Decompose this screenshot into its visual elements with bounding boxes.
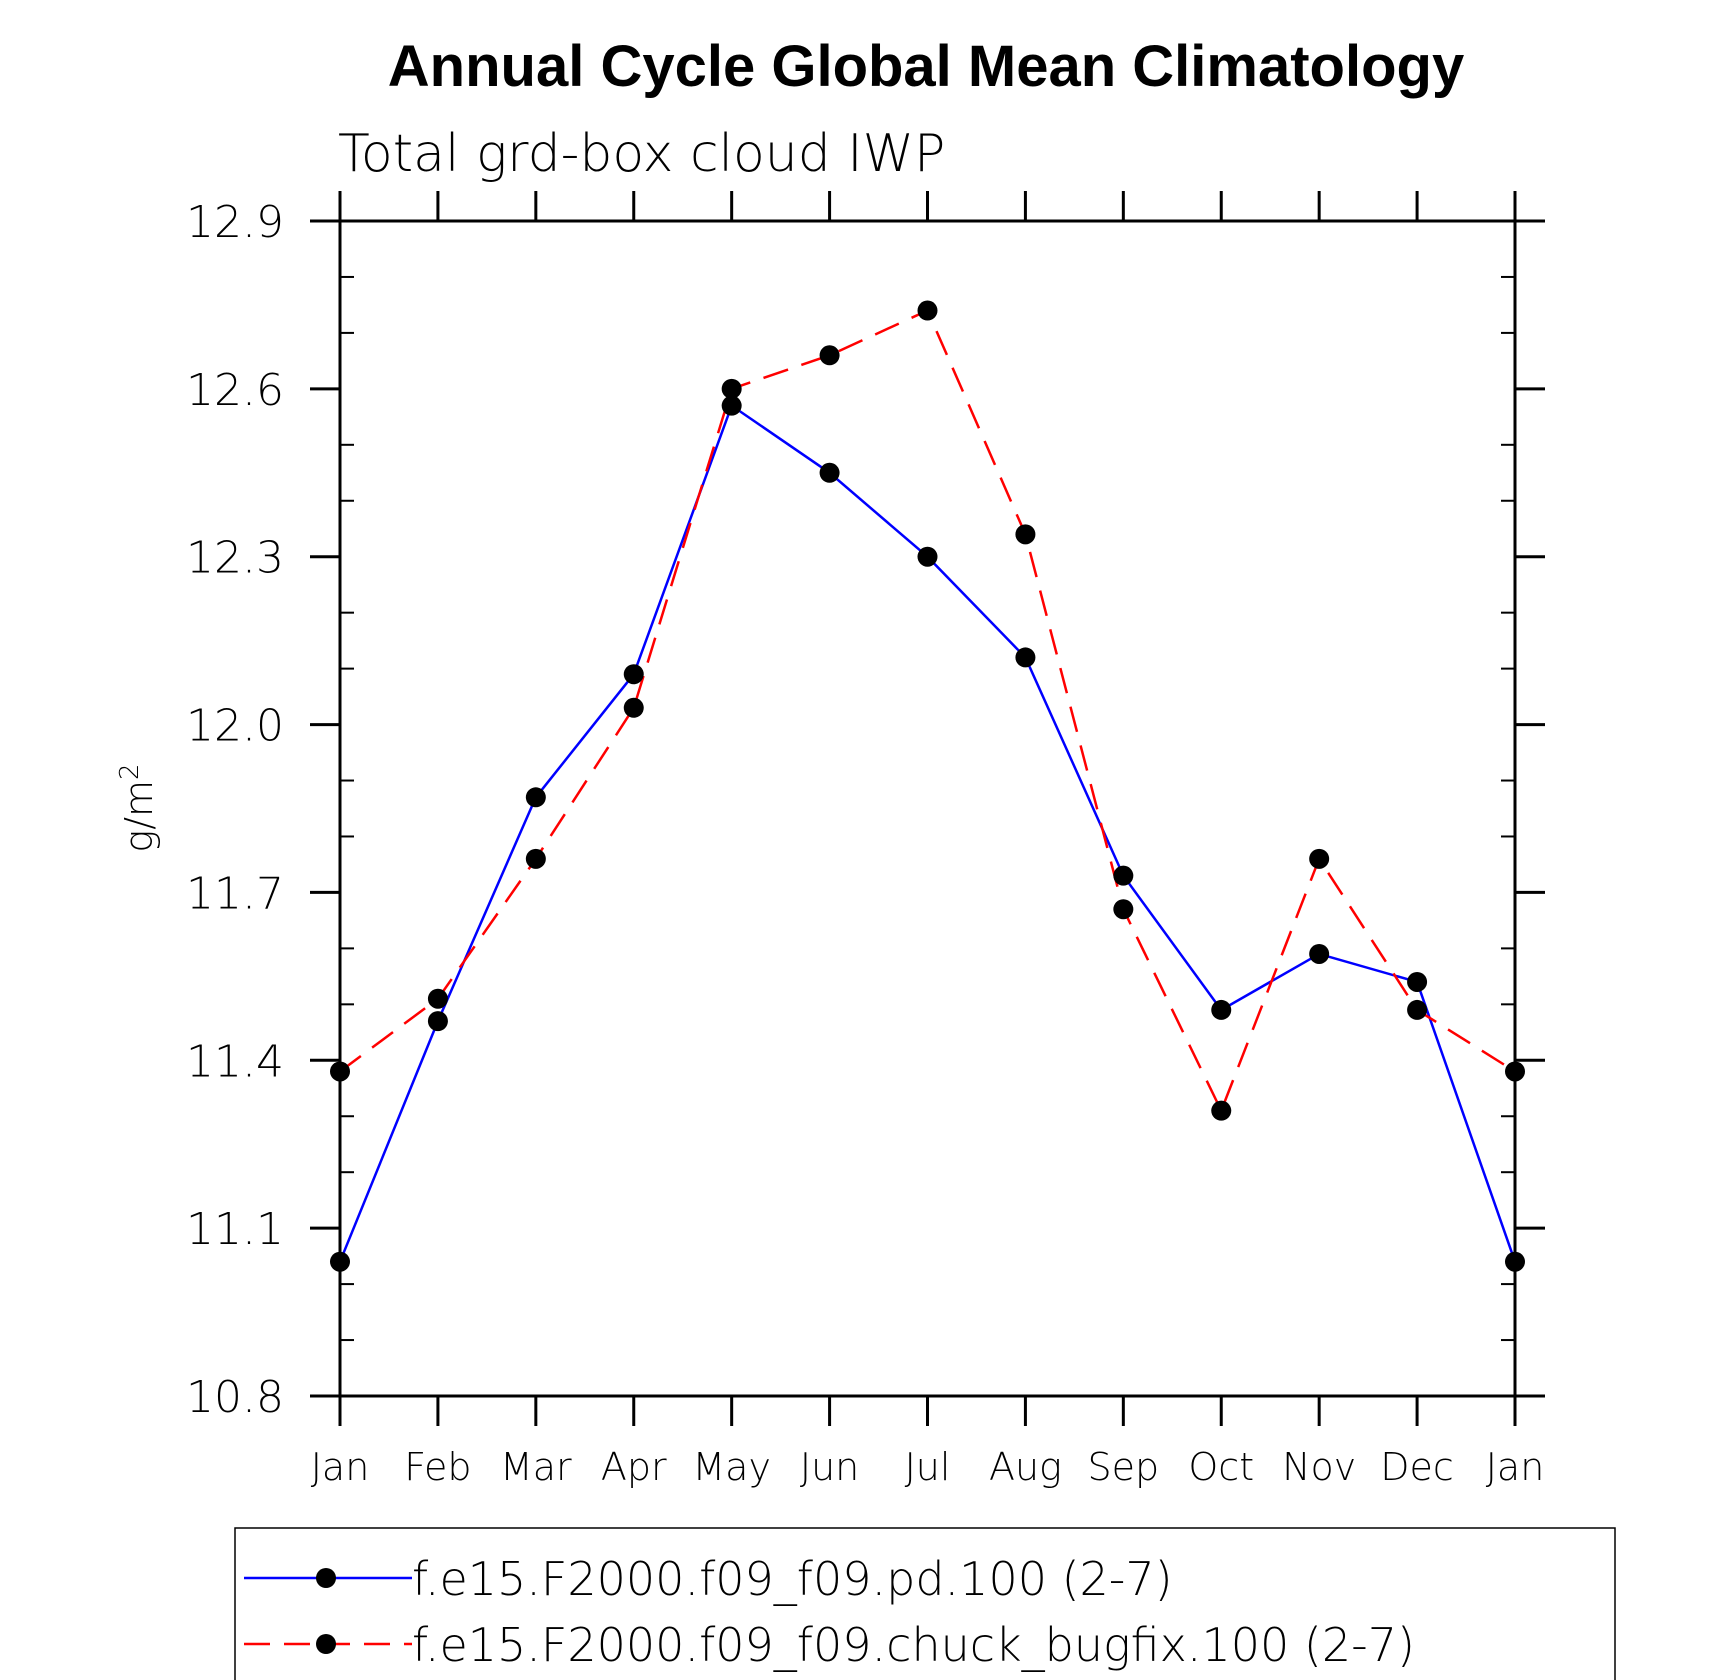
y-tick-label: 12.6 (186, 365, 284, 416)
legend-label-1: f.e15.F2000.f09_f09.pd.100 (2-7) (412, 1552, 1173, 1606)
axes: 10.8 11.1 11.4 11.7 12.0 12.3 12.6 12.9 Jan Feb Ma… (186, 191, 1545, 1489)
chart-title: Annual Cycle Global Mean Climatology (388, 34, 1464, 99)
y-tick-label: 12.0 (186, 701, 284, 752)
data-point-series-2 (623, 697, 644, 718)
x-tick-label: Aug (989, 1445, 1062, 1489)
data-point-series-1 (427, 1011, 448, 1032)
x-tick-label: Feb (404, 1445, 471, 1489)
y-tick-label: 11.4 (186, 1036, 284, 1087)
x-tick-label: Jun (800, 1445, 859, 1489)
data-point-series-1 (819, 462, 840, 483)
legend-marker-1 (316, 1568, 336, 1588)
data-point-series-2 (1505, 1061, 1525, 1082)
y-axis-label: g/m2 (115, 763, 161, 852)
data-point-series-1 (721, 395, 742, 416)
data-point-series-2 (819, 345, 840, 366)
x-tick-label: Jan (311, 1445, 370, 1489)
data-point-series-2 (525, 848, 546, 869)
data-point-series-1 (1015, 647, 1036, 668)
y-tick-label: 10.8 (186, 1372, 284, 1423)
x-tick-label: Jan (1486, 1445, 1545, 1489)
y-tick-label: 12.3 (186, 533, 284, 584)
x-tick-label: Mar (500, 1445, 572, 1489)
data-point-series-2 (1113, 899, 1134, 920)
series-line-1 (338, 403, 1517, 1263)
x-tick-label: Dec (1380, 1445, 1454, 1489)
data-point-series-1 (623, 664, 644, 685)
x-tick-label: Sep (1088, 1445, 1160, 1489)
data-point-series-1 (917, 546, 938, 567)
legend-label-2: f.e15.F2000.f09_f09.chuck_bugfix.100 (2-… (412, 1618, 1415, 1672)
x-tick-label: Nov (1282, 1445, 1356, 1489)
y-tick-label: 11.7 (186, 868, 284, 919)
plot-frame (338, 219, 1517, 1398)
data-point-series-1 (1113, 865, 1134, 886)
legend: f.e15.F2000.f09_f09.pd.100 (2-7) f.e15.F2… (244, 1552, 1415, 1672)
data-point-series-1 (1505, 1251, 1525, 1272)
data-point-series-1 (330, 1251, 350, 1272)
y-axis-label-superscript: 2 (115, 763, 145, 780)
y-tick-label: 12.9 (186, 197, 284, 248)
data-markers (330, 300, 1525, 1272)
x-tick-label: Oct (1188, 1445, 1254, 1489)
data-point-series-2 (1211, 1100, 1232, 1121)
x-tick-label: Apr (601, 1445, 667, 1489)
x-tick-label: May (692, 1445, 771, 1489)
data-point-series-1 (525, 787, 546, 808)
legend-marker-2 (316, 1634, 336, 1654)
series-lines (338, 308, 1517, 1263)
data-point-series-1 (1309, 943, 1330, 964)
data-point-series-2 (1309, 848, 1330, 869)
data-point-series-2 (721, 378, 742, 399)
series-line-2 (339, 308, 1516, 1114)
x-tick-label: Jul (905, 1445, 951, 1489)
data-point-series-2 (330, 1061, 350, 1082)
data-point-series-2 (427, 988, 448, 1009)
y-axis-label-base: g/m (117, 780, 161, 853)
data-point-series-1 (1211, 999, 1232, 1020)
data-point-series-2 (917, 300, 938, 321)
legend-box (234, 1527, 1616, 1680)
data-point-series-2 (1407, 999, 1428, 1020)
data-point-series-2 (1015, 524, 1036, 545)
y-tick-label: 11.1 (186, 1204, 284, 1255)
chart-subtitle: Total grd-box cloud IWP (338, 124, 945, 184)
data-point-series-1 (1407, 971, 1428, 992)
